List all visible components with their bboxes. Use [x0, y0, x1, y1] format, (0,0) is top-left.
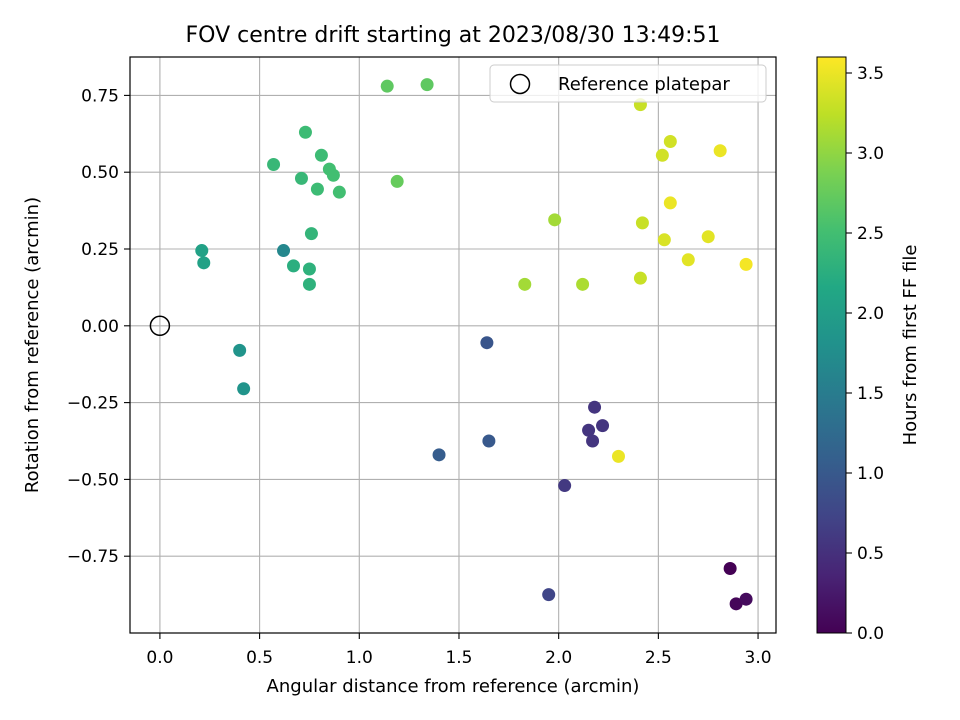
data-point [302, 262, 316, 276]
data-point [332, 185, 346, 199]
y-tick-label: −0.50 [67, 470, 119, 490]
x-tick-label: 3.0 [745, 648, 772, 668]
data-point [657, 233, 671, 247]
data-point [267, 158, 281, 172]
data-point [195, 244, 209, 258]
data-point [586, 434, 600, 448]
data-point [582, 423, 596, 437]
data-point [310, 182, 324, 196]
x-tick-label: 2.0 [545, 648, 572, 668]
data-point [663, 134, 677, 148]
colorbar-tick-label: 1.0 [857, 464, 884, 484]
data-point [663, 196, 677, 210]
y-tick-label: 0.00 [81, 317, 119, 337]
data-point [681, 253, 695, 267]
data-point [304, 227, 318, 241]
reference-marker-group [149, 315, 171, 337]
legend-marker-reference [509, 73, 531, 95]
colorbar-tick-label: 3.0 [857, 144, 884, 164]
colorbar-tick-label: 2.0 [857, 304, 884, 324]
data-point [635, 216, 649, 230]
data-point [314, 148, 328, 162]
data-point [729, 597, 743, 611]
data-point [302, 277, 316, 291]
data-point [277, 244, 291, 258]
data-point [197, 256, 211, 270]
y-tick-label: 0.75 [81, 86, 119, 106]
data-point [518, 277, 532, 291]
data-point [548, 213, 562, 227]
x-tick-label: 0.0 [146, 648, 173, 668]
x-tick-label: 1.5 [445, 648, 472, 668]
y-tick-label: 0.50 [81, 163, 119, 183]
colorbar-tick-label: 2.5 [857, 224, 884, 244]
data-point [739, 592, 753, 606]
data-point [701, 230, 715, 244]
data-point [326, 168, 340, 182]
data-point [233, 343, 247, 357]
y-tick-label: −0.75 [67, 547, 119, 567]
legend-label-reference: Reference platepar [558, 74, 730, 95]
legend-box [489, 64, 767, 103]
data-point [294, 171, 308, 185]
colorbar-ticks: 0.0 0.5 1.0 1.5 2.0 2.5 3.0 3.5 [846, 64, 884, 644]
data-point [655, 148, 669, 162]
colorbar-tick-label: 0.0 [857, 624, 884, 644]
data-point [723, 561, 737, 575]
data-point [542, 588, 556, 602]
data-point [432, 448, 446, 462]
data-point [420, 78, 434, 92]
plot-frame [129, 56, 777, 634]
chart-title: FOV centre drift starting at 2023/08/30 … [186, 23, 721, 48]
colorbar-tick-label: 0.5 [857, 544, 884, 564]
data-point [633, 271, 647, 285]
x-axis-label: Angular distance from reference (arcmin) [267, 676, 640, 697]
x-tick-label: 2.5 [645, 648, 672, 668]
x-tick-label: 0.5 [246, 648, 273, 668]
data-point [588, 400, 602, 414]
reference-platepar-marker [149, 315, 171, 337]
x-axis-ticks: 0.0 0.5 1.0 1.5 2.0 2.5 3.0 [146, 633, 772, 668]
data-point [298, 125, 312, 139]
data-point [237, 382, 251, 396]
colorbar [816, 56, 847, 634]
y-tick-label: 0.25 [81, 240, 119, 260]
data-point [558, 479, 572, 493]
data-point [713, 144, 727, 158]
data-points [195, 78, 753, 611]
data-point [611, 449, 625, 463]
data-point [286, 259, 300, 273]
colorbar-tick-label: 1.5 [857, 384, 884, 404]
data-point [480, 336, 494, 350]
legend: Reference platepar [489, 64, 767, 103]
colorbar-tick-label: 3.5 [857, 64, 884, 84]
y-axis-label: Rotation from reference (arcmin) [22, 197, 43, 493]
y-tick-label: −0.25 [67, 394, 119, 414]
data-point [390, 174, 404, 188]
data-point [739, 257, 753, 271]
data-point [576, 277, 590, 291]
data-point [380, 79, 394, 93]
x-tick-label: 1.0 [346, 648, 373, 668]
colorbar-label: Hours from first FF file [900, 245, 921, 446]
data-point [596, 419, 610, 433]
y-axis-ticks: −0.75 −0.50 −0.25 0.00 0.25 0.50 0.75 [67, 86, 130, 567]
data-point [482, 434, 496, 448]
